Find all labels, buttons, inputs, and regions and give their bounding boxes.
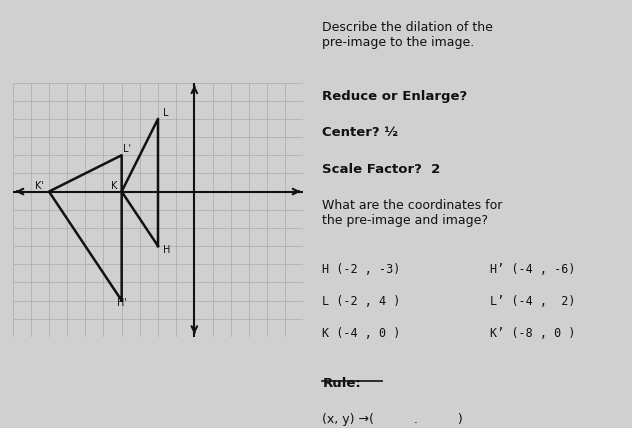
Text: K (-4 , 0 ): K (-4 , 0 ): [322, 327, 401, 340]
Text: H’ (-4 , -6): H’ (-4 , -6): [490, 263, 575, 276]
Text: H': H': [118, 298, 127, 308]
Text: K': K': [35, 181, 44, 191]
Text: K’ (-8 , 0 ): K’ (-8 , 0 ): [490, 327, 575, 340]
Text: L’ (-4 ,  2): L’ (-4 , 2): [490, 295, 575, 308]
Text: L: L: [164, 108, 169, 118]
Text: Center? ½: Center? ½: [322, 126, 398, 139]
Text: What are the coordinates for
the pre-image and image?: What are the coordinates for the pre-ima…: [322, 199, 502, 227]
Text: (x, y) →(          .          ): (x, y) →( . ): [322, 413, 463, 426]
Text: H: H: [164, 244, 171, 255]
Text: L (-2 , 4 ): L (-2 , 4 ): [322, 295, 401, 308]
Text: H (-2 , -3): H (-2 , -3): [322, 263, 401, 276]
Text: Reduce or Enlarge?: Reduce or Enlarge?: [322, 90, 468, 103]
Text: L': L': [123, 145, 131, 155]
Text: Scale Factor?  2: Scale Factor? 2: [322, 163, 441, 175]
Text: Describe the dilation of the
pre-image to the image.: Describe the dilation of the pre-image t…: [322, 21, 493, 49]
Text: K: K: [111, 181, 117, 191]
Text: Rule:: Rule:: [322, 377, 361, 389]
